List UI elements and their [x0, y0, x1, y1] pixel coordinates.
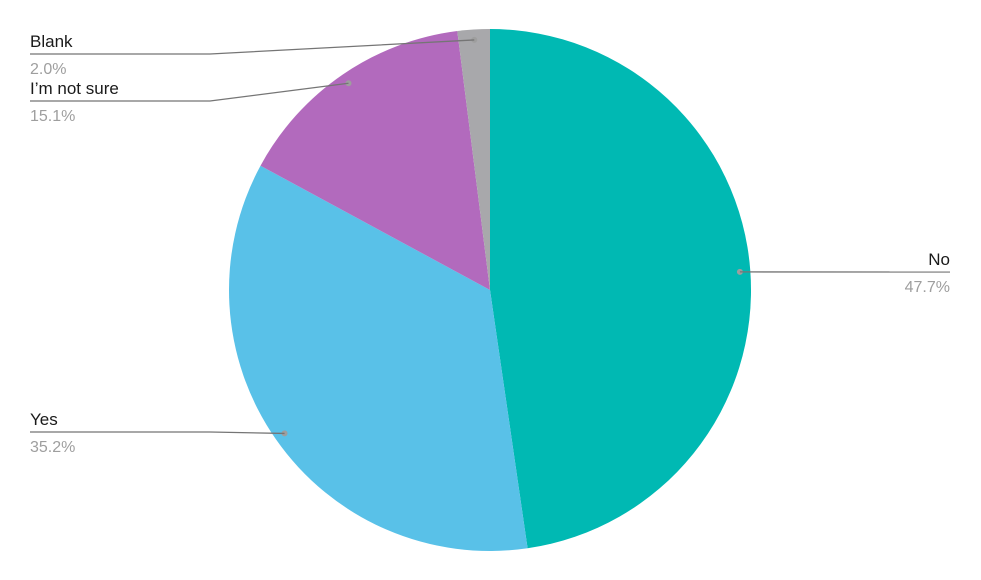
leader-line-yes — [30, 431, 285, 435]
slice-blank[interactable] — [457, 29, 490, 290]
slice-label-yes: Yes — [30, 410, 58, 429]
slice-value-i-m-not-sure: 15.1% — [30, 108, 75, 125]
slice-value-blank: 2.0% — [30, 61, 66, 78]
slice-label-i-m-not-sure: I’m not sure — [30, 79, 119, 98]
leader-line-blank — [30, 39, 475, 55]
slice-yes[interactable] — [228, 165, 528, 552]
pie-slices — [228, 29, 752, 552]
slice-label-no: No — [928, 250, 950, 269]
slice-i-m-not-sure[interactable] — [260, 31, 491, 291]
slice-labels: No 47.7% Yes 35.2% I’m not sure 15.1% Blank 2.0… — [30, 32, 950, 456]
slice-value-yes: 35.2% — [30, 439, 75, 456]
slice-no[interactable] — [490, 29, 752, 549]
slice-label-blank: Blank — [30, 32, 73, 51]
leader-line-i-m-not-sure — [30, 82, 349, 102]
leader-lines — [30, 36, 951, 437]
slice-value-no: 47.7% — [905, 279, 950, 296]
